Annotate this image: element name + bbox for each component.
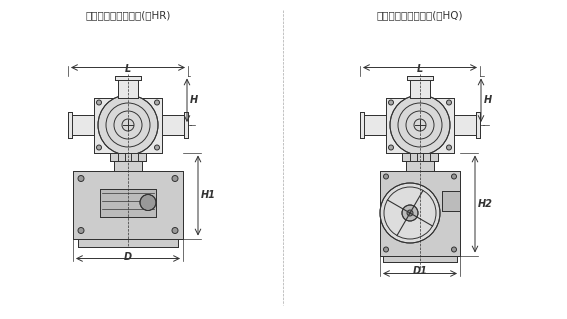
Circle shape	[172, 227, 178, 234]
Bar	[386, 98, 454, 152]
Circle shape	[140, 195, 156, 211]
Circle shape	[172, 175, 178, 182]
Circle shape	[78, 175, 84, 182]
Bar	[184, 112, 188, 138]
Circle shape	[78, 227, 84, 234]
Circle shape	[451, 174, 456, 179]
Bar	[454, 115, 476, 135]
Bar	[118, 79, 138, 98]
Bar	[72, 115, 94, 135]
Bar	[410, 79, 430, 98]
Bar	[476, 112, 480, 138]
Bar	[110, 152, 146, 160]
Text: H1: H1	[201, 190, 216, 201]
Bar	[73, 170, 183, 239]
Bar	[380, 170, 460, 256]
Text: 电动三通内螺纹球阀(配HQ): 电动三通内螺纹球阀(配HQ)	[376, 10, 463, 20]
Text: H2: H2	[478, 199, 493, 209]
Circle shape	[383, 174, 388, 179]
Text: H: H	[190, 95, 198, 105]
Circle shape	[380, 183, 440, 243]
Bar	[360, 112, 364, 138]
Circle shape	[98, 95, 158, 155]
Circle shape	[407, 210, 413, 216]
Bar	[383, 256, 457, 262]
Bar	[407, 76, 433, 79]
Bar	[162, 115, 184, 135]
Bar	[94, 98, 162, 152]
Bar	[68, 112, 72, 138]
Bar	[407, 76, 433, 79]
Bar	[114, 160, 142, 170]
Bar	[115, 76, 141, 79]
Bar	[68, 112, 72, 138]
Circle shape	[383, 247, 388, 252]
Bar	[402, 152, 438, 160]
Bar	[454, 115, 476, 135]
Bar	[364, 115, 386, 135]
Bar	[100, 189, 156, 217]
Bar	[410, 79, 430, 98]
Bar	[360, 112, 364, 138]
Text: D: D	[124, 251, 132, 262]
Bar	[364, 115, 386, 135]
Bar	[406, 160, 434, 170]
Text: L: L	[125, 64, 131, 75]
Text: 电动三通内螺纹球阀(配HR): 电动三通内螺纹球阀(配HR)	[85, 10, 171, 20]
Text: D1: D1	[413, 266, 428, 277]
Bar	[78, 239, 178, 247]
Bar	[402, 152, 438, 160]
Text: L: L	[417, 64, 423, 75]
Bar	[94, 98, 162, 152]
Circle shape	[390, 95, 450, 155]
Circle shape	[451, 247, 456, 252]
Bar	[73, 170, 183, 239]
Bar	[162, 115, 184, 135]
Bar	[380, 170, 460, 256]
Circle shape	[446, 100, 451, 105]
Circle shape	[388, 100, 393, 105]
Bar	[114, 160, 142, 170]
Circle shape	[96, 100, 101, 105]
Bar	[118, 79, 138, 98]
Circle shape	[154, 100, 159, 105]
Bar	[100, 189, 156, 217]
Bar	[442, 190, 460, 211]
Bar	[110, 152, 146, 160]
Bar	[383, 256, 457, 262]
Bar	[406, 160, 434, 170]
Bar	[476, 112, 480, 138]
Bar	[386, 98, 454, 152]
Bar	[78, 239, 178, 247]
Bar	[184, 112, 188, 138]
Bar	[115, 76, 141, 79]
Circle shape	[154, 145, 159, 150]
Text: H: H	[484, 95, 492, 105]
Circle shape	[402, 205, 418, 221]
Bar	[72, 115, 94, 135]
Circle shape	[96, 145, 101, 150]
Circle shape	[388, 145, 393, 150]
Circle shape	[446, 145, 451, 150]
Bar	[442, 190, 460, 211]
